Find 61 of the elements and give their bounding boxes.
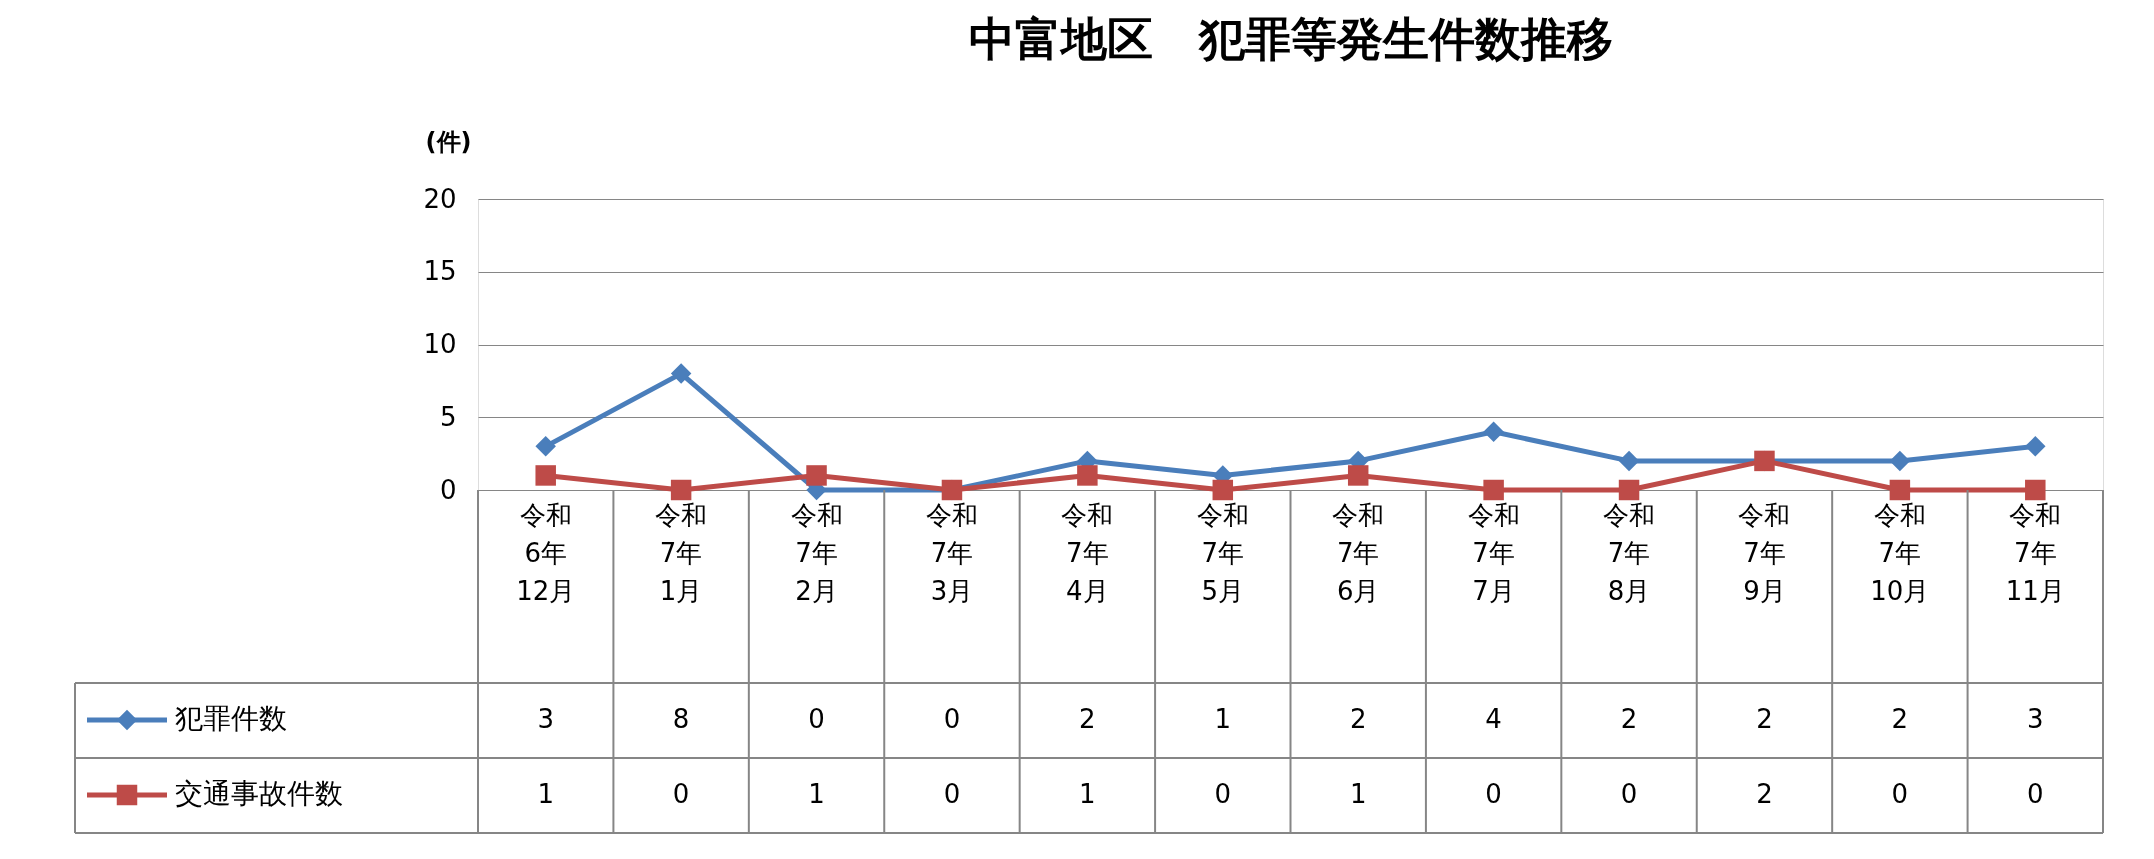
data-label: 0 xyxy=(1485,779,1502,809)
point xyxy=(2025,436,2046,457)
data-label: 0 xyxy=(1620,779,1638,809)
data-label: 0 xyxy=(943,779,961,809)
x-tick-label: 令和 7年 5月 xyxy=(1196,499,1249,606)
data-label: 0 xyxy=(672,779,690,809)
x-tick-label: 令和 7年 4月 xyxy=(1061,499,1114,606)
data-label: 2 xyxy=(1620,704,1638,734)
point xyxy=(1483,479,1504,501)
data-label: 1 xyxy=(808,779,825,809)
data-label: 2 xyxy=(1891,704,1909,734)
data-label: 0 xyxy=(808,704,825,734)
point xyxy=(1347,465,1369,486)
point xyxy=(1077,465,1098,486)
point xyxy=(670,363,692,384)
x-tick-label: 令和 7年 2月 xyxy=(790,499,843,606)
legend-label: 犯罪件数 xyxy=(175,702,287,735)
data-label: 3 xyxy=(2027,704,2044,734)
point xyxy=(535,465,556,486)
y-tick-label: 20 xyxy=(423,183,457,214)
legend-label: 交通事故件数 xyxy=(175,777,343,810)
data-label: 0 xyxy=(1214,779,1232,809)
data-label: 1 xyxy=(1349,779,1367,809)
data-label: 2 xyxy=(1079,704,1096,734)
data-label: 0 xyxy=(1891,779,1909,809)
y-tick-label: 0 xyxy=(439,474,457,505)
x-tick-label: 令和 7年 10月 xyxy=(1870,499,1930,606)
point xyxy=(535,436,556,457)
x-tick-label: 令和 7年 1月 xyxy=(655,499,708,606)
y-tick-label: 15 xyxy=(423,256,457,287)
y-tick-label: 5 xyxy=(439,401,457,432)
data-label: 1 xyxy=(537,779,554,809)
point xyxy=(1618,479,1640,501)
data-label: 2 xyxy=(1756,704,1773,734)
point xyxy=(1483,421,1504,443)
data-label: 1 xyxy=(1079,779,1096,809)
data-label: 3 xyxy=(537,704,554,734)
point xyxy=(1212,479,1234,501)
y-tick-label: 10 xyxy=(423,329,457,359)
point xyxy=(806,465,827,486)
data-label: 0 xyxy=(943,704,961,734)
data-label: 1 xyxy=(1214,704,1232,734)
data-label: 4 xyxy=(1485,704,1502,734)
point xyxy=(670,479,692,501)
x-tick-label: 令和 7年 6月 xyxy=(1332,499,1385,606)
point xyxy=(1618,450,1640,472)
x-tick-label: 令和 7年 8月 xyxy=(1603,499,1656,606)
x-tick-label: 令和 7年 3月 xyxy=(925,499,978,606)
chart-title: 中富地区 犯罪等発生件数推移 xyxy=(968,12,1613,66)
point xyxy=(1889,450,1911,472)
data-label: 2 xyxy=(1756,779,1773,809)
point xyxy=(2025,479,2046,501)
point xyxy=(1889,479,1911,501)
x-tick-label: 令和 7年 9月 xyxy=(1738,499,1791,606)
data-label: 2 xyxy=(1349,704,1367,734)
data-label: 0 xyxy=(2027,779,2044,809)
data-label: 8 xyxy=(672,704,690,734)
x-tick-label: 令和 7年 7月 xyxy=(1467,499,1520,606)
x-tick-label: 令和 7年 11月 xyxy=(2005,499,2065,606)
x-tick-label: 令和 6年 12月 xyxy=(516,499,576,606)
y-axis-title: (件) xyxy=(425,127,472,156)
